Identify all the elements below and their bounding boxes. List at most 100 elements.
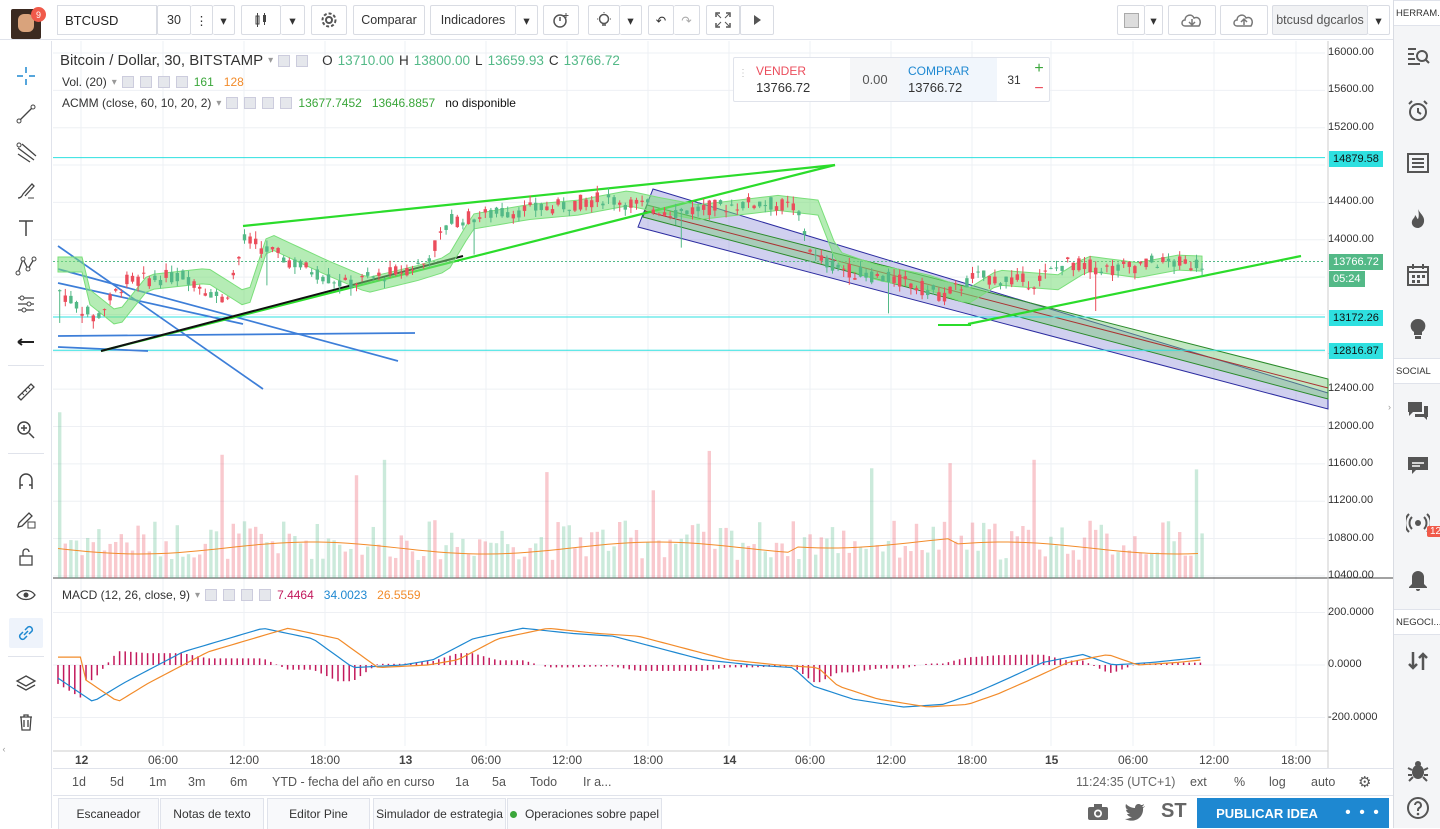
- timeframe-button[interactable]: 5d: [110, 775, 124, 789]
- help-icon[interactable]: [1403, 793, 1433, 823]
- timeframe-button[interactable]: Todo: [530, 775, 558, 789]
- bottom-tab[interactable]: Operaciones sobre papel: [507, 798, 662, 829]
- trash-icon[interactable]: [9, 707, 43, 737]
- collapse-arrow-icon[interactable]: ›: [1388, 402, 1391, 412]
- interval-menu-icon[interactable]: ⋮: [191, 5, 213, 35]
- brush-icon[interactable]: [9, 175, 43, 205]
- crosshair-icon[interactable]: [9, 61, 43, 91]
- prediction-icon[interactable]: [9, 289, 43, 319]
- timeframe-button[interactable]: YTD - fecha del año en curso: [272, 775, 435, 789]
- notifications-bell-icon[interactable]: [1403, 566, 1433, 596]
- chevron-down-icon[interactable]: ▾: [268, 55, 274, 66]
- eye-toggle-icon[interactable]: [226, 97, 239, 109]
- gear-icon[interactable]: [139, 76, 152, 88]
- trendline-icon[interactable]: [9, 99, 43, 129]
- timeframe-button[interactable]: Ir a...: [583, 775, 612, 789]
- compare-button[interactable]: Comparar: [353, 5, 425, 35]
- plus-icon[interactable]: +: [1034, 60, 1044, 77]
- bottom-tab[interactable]: Notas de texto: [160, 798, 264, 829]
- unlock-icon[interactable]: [9, 542, 43, 572]
- indicators-button[interactable]: Indicadores: [430, 5, 516, 35]
- chevron-down-icon[interactable]: ▾: [620, 5, 642, 35]
- color-swatch[interactable]: [1117, 5, 1145, 35]
- alert-add-icon[interactable]: [543, 5, 579, 35]
- private-chat-icon[interactable]: [1403, 450, 1433, 480]
- order-panel-icon[interactable]: [1403, 646, 1433, 676]
- extended-hours-toggle[interactable]: ext: [1190, 775, 1207, 789]
- layers-icon[interactable]: [9, 669, 43, 699]
- chevron-down-icon[interactable]: ▾: [216, 97, 222, 109]
- add-icon[interactable]: [262, 97, 275, 109]
- cloud-download-icon[interactable]: [1168, 5, 1216, 35]
- bottom-tab[interactable]: Editor Pine: [267, 798, 370, 829]
- chevron-down-icon[interactable]: ▾: [195, 589, 201, 601]
- chat-icon[interactable]: [1403, 396, 1433, 426]
- arrow-left-icon[interactable]: [9, 327, 43, 357]
- log-toggle[interactable]: log: [1269, 775, 1286, 789]
- chevron-down-icon[interactable]: ▾: [213, 5, 235, 35]
- quantity-input[interactable]: 31: [1007, 72, 1021, 87]
- layout-name-button[interactable]: btcusd dgcarlos: [1272, 5, 1368, 35]
- gear-icon[interactable]: ⚙: [1358, 774, 1372, 791]
- chart-area[interactable]: Bitcoin / Dollar, 30, BITSTAMP ▾ O 13710…: [53, 41, 1393, 793]
- calendar-icon[interactable]: [1403, 260, 1433, 290]
- bottom-tab[interactable]: Escaneador: [58, 798, 159, 829]
- text-icon[interactable]: [9, 213, 43, 243]
- camera-icon[interactable]: [1087, 802, 1109, 825]
- percent-toggle[interactable]: %: [1234, 775, 1246, 789]
- undo-icon[interactable]: ↶: [648, 5, 674, 35]
- eye-toggle-icon[interactable]: [278, 54, 291, 67]
- redo-icon[interactable]: ↷: [674, 5, 700, 35]
- gear-icon[interactable]: [296, 54, 309, 67]
- sell-button[interactable]: VENDER 13766.72: [748, 58, 850, 101]
- chevron-down-icon[interactable]: ▾: [516, 5, 538, 35]
- close-icon[interactable]: [280, 97, 293, 109]
- pattern-icon[interactable]: [9, 251, 43, 281]
- data-window-icon[interactable]: [1403, 148, 1433, 178]
- streams-signal-icon[interactable]: 12: [1403, 508, 1440, 538]
- alarm-clock-icon[interactable]: [1403, 96, 1433, 126]
- bug-report-icon[interactable]: [1403, 756, 1433, 786]
- add-icon[interactable]: [241, 589, 254, 601]
- auto-toggle[interactable]: auto: [1311, 775, 1336, 789]
- candles-style-icon[interactable]: [241, 5, 281, 35]
- eye-icon[interactable]: [9, 580, 43, 610]
- timeframe-button[interactable]: 1a: [455, 775, 469, 789]
- ruler-icon[interactable]: [9, 377, 43, 407]
- chevron-down-icon[interactable]: ▾: [111, 76, 117, 88]
- close-icon[interactable]: [175, 76, 188, 88]
- timeframe-button[interactable]: 5a: [492, 775, 506, 789]
- link-icon[interactable]: [9, 618, 43, 648]
- gear-icon[interactable]: [223, 589, 236, 601]
- gear-icon[interactable]: [311, 5, 347, 35]
- timeframe-button[interactable]: 1m: [149, 775, 167, 789]
- play-icon[interactable]: [740, 5, 774, 35]
- publish-idea-button[interactable]: PUBLICAR IDEA: [1197, 798, 1337, 828]
- watchlist-search-icon[interactable]: [1403, 42, 1433, 72]
- chevron-down-icon[interactable]: ▾: [281, 5, 305, 35]
- lightbulb-icon[interactable]: [588, 5, 620, 35]
- more-options-button[interactable]: • • •: [1337, 798, 1389, 828]
- clock[interactable]: 11:24:35 (UTC+1): [1076, 775, 1176, 789]
- eye-toggle-icon[interactable]: [205, 589, 218, 601]
- twitter-icon[interactable]: [1124, 802, 1146, 825]
- add-icon[interactable]: [157, 76, 170, 88]
- buy-button[interactable]: COMPRAR 13766.72: [900, 58, 997, 101]
- close-icon[interactable]: [259, 589, 272, 601]
- gear-icon[interactable]: [244, 97, 257, 109]
- zoom-in-icon[interactable]: [9, 415, 43, 445]
- lock-drawing-icon[interactable]: [9, 504, 43, 534]
- magnet-icon[interactable]: [9, 466, 43, 496]
- chevron-down-icon[interactable]: ▾: [1145, 5, 1163, 35]
- stocktwits-icon[interactable]: ST: [1161, 800, 1187, 822]
- ideas-lightbulb-icon[interactable]: [1403, 314, 1433, 344]
- chevron-down-icon[interactable]: ▾: [1368, 5, 1390, 35]
- cloud-upload-icon[interactable]: [1220, 5, 1268, 35]
- timeframe-button[interactable]: 3m: [188, 775, 206, 789]
- eye-toggle-icon[interactable]: [121, 76, 134, 88]
- timeframe-button[interactable]: 1d: [72, 775, 86, 789]
- symbol-input[interactable]: BTCUSD: [57, 5, 157, 35]
- collapse-arrow-icon[interactable]: ‹: [2, 744, 6, 754]
- fullscreen-icon[interactable]: [706, 5, 740, 35]
- bottom-tab[interactable]: Simulador de estrategia: [373, 798, 506, 829]
